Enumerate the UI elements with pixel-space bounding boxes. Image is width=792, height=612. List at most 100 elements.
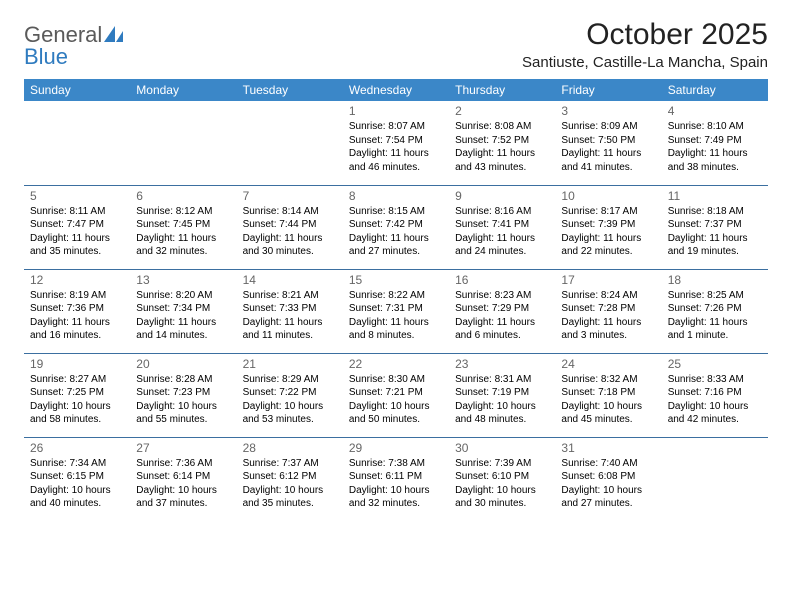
- logo-line1: General: [24, 24, 124, 46]
- calendar-day-cell: 18 Sunrise: 8:25 AMSunset: 7:26 PMDayligh…: [662, 269, 768, 353]
- calendar-day-cell: 28 Sunrise: 7:37 AMSunset: 6:12 PMDayligh…: [237, 437, 343, 521]
- day-number: 28: [243, 441, 337, 455]
- logo: General Blue: [24, 18, 124, 68]
- day-details: Sunrise: 7:34 AMSunset: 6:15 PMDaylight:…: [30, 457, 124, 511]
- day-details: Sunrise: 7:40 AMSunset: 6:08 PMDaylight:…: [561, 457, 655, 511]
- calendar-day-cell: 30Sunrise: 7:39 AMSunset: 6:10 PMDayligh…: [449, 437, 555, 521]
- day-details: Sunrise: 8:27 AMSunset: 7:25 PMDaylight:…: [30, 373, 124, 427]
- logo-text-blue: Blue: [24, 44, 68, 69]
- day-number: 24: [561, 357, 655, 371]
- calendar-body: 1 Sunrise: 8:07 AMSunset: 7:54 PMDaylight…: [24, 101, 768, 521]
- calendar-week-row: 1 Sunrise: 8:07 AMSunset: 7:54 PMDaylight…: [24, 101, 768, 185]
- day-details: Sunrise: 8:32 AMSunset: 7:18 PMDaylight:…: [561, 373, 655, 427]
- day-details: Sunrise: 7:36 AMSunset: 6:14 PMDaylight:…: [136, 457, 230, 511]
- day-details: Sunrise: 8:25 AMSunset: 7:26 PMDaylight:…: [668, 289, 762, 343]
- calendar-day-cell: 29Sunrise: 7:38 AMSunset: 6:11 PMDayligh…: [343, 437, 449, 521]
- day-details: Sunrise: 8:11 AMSunset: 7:47 PMDaylight:…: [30, 205, 124, 259]
- day-details: Sunrise: 8:31 AMSunset: 7:19 PMDaylight:…: [455, 373, 549, 427]
- calendar-empty-cell: [237, 101, 343, 185]
- day-number: 19: [30, 357, 124, 371]
- day-details: Sunrise: 8:22 AMSunset: 7:31 PMDaylight:…: [349, 289, 443, 343]
- day-number: 25: [668, 357, 762, 371]
- weekday-header: Wednesday: [343, 79, 449, 101]
- calendar-day-cell: 12 Sunrise: 8:19 AMSunset: 7:36 PMDayligh…: [24, 269, 130, 353]
- calendar-day-cell: 15 Sunrise: 8:22 AMSunset: 7:31 PMDayligh…: [343, 269, 449, 353]
- calendar-empty-cell: [130, 101, 236, 185]
- day-details: Sunrise: 8:20 AMSunset: 7:34 PMDaylight:…: [136, 289, 230, 343]
- day-number: 7: [243, 189, 337, 203]
- day-number: 9: [455, 189, 549, 203]
- day-number: 8: [349, 189, 443, 203]
- day-details: Sunrise: 8:15 AMSunset: 7:42 PMDaylight:…: [349, 205, 443, 259]
- calendar-day-cell: 13Sunrise: 8:20 AMSunset: 7:34 PMDayligh…: [130, 269, 236, 353]
- day-details: Sunrise: 8:30 AMSunset: 7:21 PMDaylight:…: [349, 373, 443, 427]
- weekday-header: Thursday: [449, 79, 555, 101]
- day-number: 18: [668, 273, 762, 287]
- header-row: General Blue October 2025 Santiuste, Cas…: [24, 18, 768, 77]
- calendar-table: SundayMondayTuesdayWednesdayThursdayFrid…: [24, 79, 768, 521]
- calendar-week-row: 19 Sunrise: 8:27 AMSunset: 7:25 PMDayligh…: [24, 353, 768, 437]
- calendar-day-cell: 31 Sunrise: 7:40 AMSunset: 6:08 PMDayligh…: [555, 437, 661, 521]
- calendar-day-cell: 19 Sunrise: 8:27 AMSunset: 7:25 PMDayligh…: [24, 353, 130, 437]
- day-details: Sunrise: 8:29 AMSunset: 7:22 PMDaylight:…: [243, 373, 337, 427]
- day-number: 27: [136, 441, 230, 455]
- calendar-day-cell: 16 Sunrise: 8:23 AMSunset: 7:29 PMDayligh…: [449, 269, 555, 353]
- day-details: Sunrise: 8:23 AMSunset: 7:29 PMDaylight:…: [455, 289, 549, 343]
- weekday-header: Saturday: [662, 79, 768, 101]
- calendar-empty-cell: [662, 437, 768, 521]
- day-details: Sunrise: 8:14 AMSunset: 7:44 PMDaylight:…: [243, 205, 337, 259]
- calendar-day-cell: 3 Sunrise: 8:09 AMSunset: 7:50 PMDaylight…: [555, 101, 661, 185]
- calendar-day-cell: 27 Sunrise: 7:36 AMSunset: 6:14 PMDayligh…: [130, 437, 236, 521]
- day-number: 21: [243, 357, 337, 371]
- day-number: 17: [561, 273, 655, 287]
- calendar-day-cell: 2Sunrise: 8:08 AMSunset: 7:52 PMDaylight…: [449, 101, 555, 185]
- day-number: 15: [349, 273, 443, 287]
- weekday-header: Friday: [555, 79, 661, 101]
- logo-sail-icon: [104, 24, 124, 46]
- day-details: Sunrise: 8:19 AMSunset: 7:36 PMDaylight:…: [30, 289, 124, 343]
- calendar-week-row: 5Sunrise: 8:11 AMSunset: 7:47 PMDaylight…: [24, 185, 768, 269]
- calendar-day-cell: 24 Sunrise: 8:32 AMSunset: 7:18 PMDayligh…: [555, 353, 661, 437]
- weekday-header: Monday: [130, 79, 236, 101]
- day-details: Sunrise: 8:28 AMSunset: 7:23 PMDaylight:…: [136, 373, 230, 427]
- calendar-day-cell: 1 Sunrise: 8:07 AMSunset: 7:54 PMDaylight…: [343, 101, 449, 185]
- day-number: 3: [561, 104, 655, 118]
- calendar-day-cell: 25Sunrise: 8:33 AMSunset: 7:16 PMDayligh…: [662, 353, 768, 437]
- day-details: Sunrise: 7:37 AMSunset: 6:12 PMDaylight:…: [243, 457, 337, 511]
- title-block: October 2025 Santiuste, Castille-La Manc…: [522, 18, 768, 77]
- day-number: 31: [561, 441, 655, 455]
- day-details: Sunrise: 7:38 AMSunset: 6:11 PMDaylight:…: [349, 457, 443, 511]
- day-number: 30: [455, 441, 549, 455]
- day-details: Sunrise: 8:09 AMSunset: 7:50 PMDaylight:…: [561, 120, 655, 174]
- day-details: Sunrise: 8:16 AMSunset: 7:41 PMDaylight:…: [455, 205, 549, 259]
- calendar-empty-cell: [24, 101, 130, 185]
- day-details: Sunrise: 8:17 AMSunset: 7:39 PMDaylight:…: [561, 205, 655, 259]
- calendar-day-cell: 7 Sunrise: 8:14 AMSunset: 7:44 PMDaylight…: [237, 185, 343, 269]
- calendar-day-cell: 23Sunrise: 8:31 AMSunset: 7:19 PMDayligh…: [449, 353, 555, 437]
- logo-line2: Blue: [24, 46, 124, 68]
- day-number: 20: [136, 357, 230, 371]
- day-details: Sunrise: 8:12 AMSunset: 7:45 PMDaylight:…: [136, 205, 230, 259]
- day-number: 16: [455, 273, 549, 287]
- day-number: 22: [349, 357, 443, 371]
- day-details: Sunrise: 8:07 AMSunset: 7:54 PMDaylight:…: [349, 120, 443, 174]
- calendar-day-cell: 22 Sunrise: 8:30 AMSunset: 7:21 PMDayligh…: [343, 353, 449, 437]
- day-details: Sunrise: 8:08 AMSunset: 7:52 PMDaylight:…: [455, 120, 549, 174]
- day-number: 12: [30, 273, 124, 287]
- calendar-week-row: 26Sunrise: 7:34 AMSunset: 6:15 PMDayligh…: [24, 437, 768, 521]
- weekday-header: Tuesday: [237, 79, 343, 101]
- day-number: 6: [136, 189, 230, 203]
- calendar-day-cell: 11Sunrise: 8:18 AMSunset: 7:37 PMDayligh…: [662, 185, 768, 269]
- calendar-day-cell: 26Sunrise: 7:34 AMSunset: 6:15 PMDayligh…: [24, 437, 130, 521]
- page-title: October 2025: [522, 18, 768, 52]
- calendar-day-cell: 5Sunrise: 8:11 AMSunset: 7:47 PMDaylight…: [24, 185, 130, 269]
- calendar-day-cell: 17Sunrise: 8:24 AMSunset: 7:28 PMDayligh…: [555, 269, 661, 353]
- calendar-day-cell: 10 Sunrise: 8:17 AMSunset: 7:39 PMDayligh…: [555, 185, 661, 269]
- day-number: 10: [561, 189, 655, 203]
- day-details: Sunrise: 8:18 AMSunset: 7:37 PMDaylight:…: [668, 205, 762, 259]
- calendar-day-cell: 4Sunrise: 8:10 AMSunset: 7:49 PMDaylight…: [662, 101, 768, 185]
- calendar-week-row: 12 Sunrise: 8:19 AMSunset: 7:36 PMDayligh…: [24, 269, 768, 353]
- day-number: 1: [349, 104, 443, 118]
- weekday-header: Sunday: [24, 79, 130, 101]
- calendar-day-cell: 8 Sunrise: 8:15 AMSunset: 7:42 PMDaylight…: [343, 185, 449, 269]
